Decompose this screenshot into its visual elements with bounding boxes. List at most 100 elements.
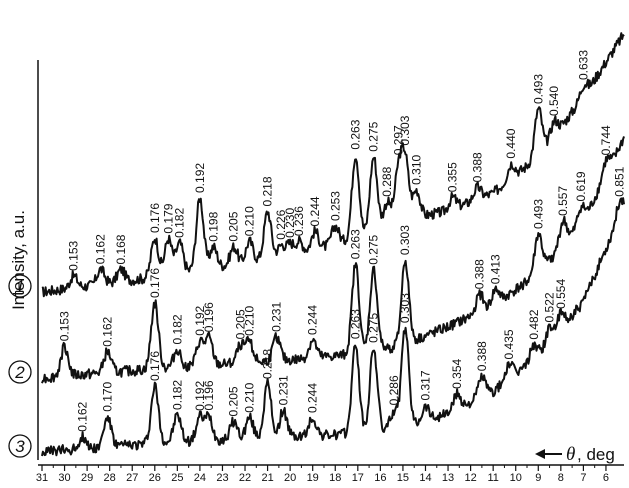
x-tick-label: 27 (126, 472, 138, 484)
peak-label: 0.354 (450, 358, 464, 388)
x-tick-label: 10 (510, 472, 522, 484)
peak-label: 0.210 (243, 306, 257, 336)
peak-label: 0.263 (349, 229, 363, 259)
peak-label: 0.744 (599, 125, 613, 155)
peak-label: 0.230 (283, 208, 297, 238)
peak-label: 0.540 (547, 86, 561, 116)
peak-label: 0.162 (94, 234, 108, 264)
curve-3-marker (8, 434, 32, 458)
x-tick-label: 8 (558, 472, 564, 484)
peak-label: 0.388 (473, 259, 487, 289)
peak-label: 0.493 (531, 199, 545, 229)
peak-label: 0.205 (227, 211, 241, 241)
peak-label: 0.482 (527, 309, 541, 339)
peak-label: 0.244 (306, 383, 320, 413)
x-tick-label: 17 (352, 472, 364, 484)
peak-label: 0.557 (556, 186, 570, 216)
peak-label: 0.263 (349, 309, 363, 339)
x-axis: 31 30 29 28 27 26 25 24 23 22 21 20 19 18 17 16 15 14 13 12… (36, 464, 624, 484)
peak-label: 0.388 (475, 341, 489, 371)
peak-label: 0.286 (387, 375, 401, 405)
peak-label: 0.244 (308, 196, 322, 226)
peak-label: 0.176 (148, 351, 162, 381)
x-tick-label: 14 (419, 472, 431, 484)
peak-label: 0.205 (233, 309, 247, 339)
x-tick-label: 23 (216, 472, 228, 484)
x-tick-label: 22 (239, 472, 251, 484)
x-tick-label: 28 (104, 472, 116, 484)
peak-label: 0.192 (193, 163, 207, 193)
peak-label: 0.231 (276, 375, 290, 405)
peak-label: 0.168 (114, 234, 128, 264)
peak-label: 0.851 (612, 166, 626, 196)
peak-label: 0.162 (100, 316, 114, 346)
peak-label: 0.554 (554, 279, 568, 309)
peak-label: 0.317 (419, 370, 433, 400)
peak-label: 0.275 (367, 121, 381, 151)
series-3-line (41, 197, 625, 457)
x-tick-label: 15 (397, 472, 409, 484)
x-tick-label: 6 (603, 472, 609, 484)
peak-label: 0.244 (306, 305, 320, 335)
series-2-line (41, 136, 625, 384)
x-direction-arrow-head (535, 449, 545, 459)
peak-label: 0.218 (261, 176, 275, 206)
peak-label: 0.522 (543, 292, 557, 322)
x-axis-unit: θ , deg (535, 444, 615, 465)
peak-label: 0.162 (76, 401, 90, 431)
peak-label: 0.619 (574, 171, 588, 201)
x-tick-label: 25 (171, 472, 183, 484)
peak-label: 0.253 (328, 191, 342, 221)
y-axis: Intensity, a.u. (9, 60, 39, 460)
peak-label: 0.263 (349, 119, 363, 149)
peak-label: 0.297 (391, 125, 405, 155)
peak-label: 0.440 (504, 128, 518, 158)
peak-label: 0.182 (173, 208, 187, 238)
peak-label: 0.303 (398, 293, 412, 323)
peak-label: 0.176 (148, 203, 162, 233)
peak-label: 0.355 (446, 162, 460, 192)
y-axis-label: Intensity, a.u. (9, 210, 28, 310)
peak-label: 0.192 (193, 305, 207, 335)
series-1-line (41, 32, 625, 298)
peak-label: 0.236 (292, 206, 306, 236)
x-tick-label: 11 (487, 472, 498, 484)
peak-label: 0.633 (576, 50, 590, 80)
x-tick-label: 24 (194, 472, 206, 484)
x-tick-label: 9 (535, 472, 541, 484)
peak-label: 0.179 (161, 203, 175, 233)
peak-label: 0.275 (367, 313, 381, 343)
peak-label: 0.413 (488, 254, 502, 284)
peak-label: 0.196 (202, 380, 216, 410)
peak-label: 0.303 (398, 115, 412, 145)
x-axis-unit-text: , deg (577, 445, 615, 464)
peak-label: 0.218 (261, 349, 275, 379)
x-tick-label: 13 (442, 472, 454, 484)
peak-label: 0.198 (206, 211, 220, 241)
x-tick-label: 30 (58, 472, 70, 484)
x-tick-label: 26 (149, 472, 161, 484)
curve-1-marker (8, 274, 32, 298)
x-tick-label: 20 (284, 472, 296, 484)
x-tick-label: 16 (374, 472, 386, 484)
peak-label: 0.493 (531, 74, 545, 104)
peak-label: 0.153 (58, 311, 72, 341)
peak-label: 0.231 (270, 302, 284, 332)
peak-label: 0.182 (170, 314, 184, 344)
peak-label: 0.288 (380, 166, 394, 196)
peak-label: 0.182 (170, 380, 184, 410)
curve-3-label: 3 (15, 437, 25, 456)
peak-label: 0.196 (202, 302, 216, 332)
curve-2-marker (8, 360, 32, 384)
x-tick-label: 12 (464, 472, 476, 484)
peak-label: 0.192 (193, 381, 207, 411)
peak-label: 0.210 (242, 206, 256, 236)
x-tick-label: 7 (580, 472, 586, 484)
peak-label: 0.210 (242, 382, 256, 412)
curve-2-label: 2 (14, 363, 25, 382)
peak-label: 0.205 (227, 386, 241, 416)
peak-label: 0.226 (274, 209, 288, 239)
x-tick-label: 31 (36, 472, 48, 484)
